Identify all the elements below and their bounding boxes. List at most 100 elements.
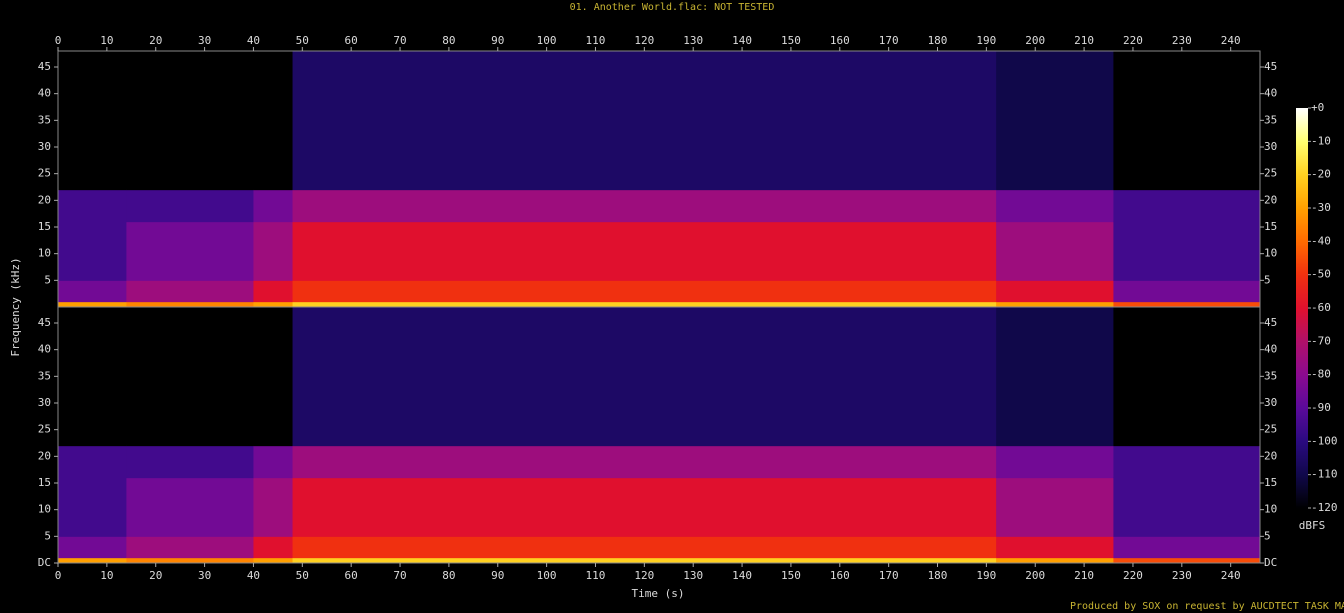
colorbar-slice (1296, 256, 1308, 259)
colorbar-slice (1296, 132, 1308, 135)
spectrogram-cell (1113, 301, 1261, 308)
colorbar-slice (1296, 164, 1308, 167)
y-tick-label: 45 (1264, 60, 1277, 73)
colorbar-slice (1296, 194, 1308, 197)
colorbar-slice (1296, 202, 1308, 205)
colorbar-slice (1296, 430, 1308, 433)
colorbar-slice (1296, 112, 1308, 115)
spectrogram-cell (1113, 557, 1261, 564)
colorbar-slice (1296, 364, 1308, 367)
colorbar-slice (1296, 174, 1308, 177)
spectrogram-cell (253, 280, 294, 303)
y-tick-label: 25 (1264, 423, 1277, 436)
y-tick-label: 15 (1264, 476, 1277, 489)
colorbar-slice (1296, 370, 1308, 373)
colorbar-slice (1296, 148, 1308, 151)
colorbar-slice (1296, 406, 1308, 409)
colorbar-slice (1296, 388, 1308, 391)
colorbar-slice (1296, 116, 1308, 119)
colorbar-tick-label: -10 (1311, 134, 1331, 147)
colorbar-slice (1296, 502, 1308, 505)
spectrogram-cell (126, 445, 254, 479)
colorbar-slice (1296, 206, 1308, 209)
y-tick-label: 10 (38, 247, 51, 260)
colorbar-slice (1296, 426, 1308, 429)
colorbar-slice (1296, 386, 1308, 389)
colorbar-slice (1296, 494, 1308, 497)
colorbar-slice (1296, 340, 1308, 343)
colorbar-slice (1296, 440, 1308, 443)
colorbar-slice (1296, 300, 1308, 303)
spectrogram-cell (253, 477, 294, 537)
x-tick-label: 30 (198, 569, 211, 582)
spectrogram-cell (292, 189, 997, 223)
x-tick-label: 220 (1123, 34, 1143, 47)
colorbar-slice (1296, 478, 1308, 481)
chart-title: 01. Another World.flac: NOT TESTED (570, 2, 775, 13)
colorbar-slice (1296, 414, 1308, 417)
x-axis-label: Time (s) (632, 587, 685, 600)
colorbar-tick-label: -80 (1311, 368, 1331, 381)
x-tick-label: 140 (732, 34, 752, 47)
colorbar-slice (1296, 356, 1308, 359)
x-tick-label: 140 (732, 569, 752, 582)
y-tick-label: 45 (1264, 316, 1277, 329)
colorbar-slice (1296, 242, 1308, 245)
x-tick-label: 0 (55, 34, 62, 47)
colorbar-slice (1296, 208, 1308, 211)
x-tick-label: 190 (976, 34, 996, 47)
colorbar-slice (1296, 424, 1308, 427)
colorbar-slice (1296, 352, 1308, 355)
colorbar-slice (1296, 346, 1308, 349)
colorbar-slice (1296, 138, 1308, 141)
colorbar-slice (1296, 486, 1308, 489)
colorbar-slice (1296, 482, 1308, 485)
colorbar-slice (1296, 172, 1308, 175)
colorbar-slice (1296, 240, 1308, 243)
y-tick-label: 20 (1264, 449, 1277, 462)
colorbar-slice (1296, 396, 1308, 399)
x-tick-label: 210 (1074, 34, 1094, 47)
x-tick-label: 150 (781, 569, 801, 582)
y-tick-label: 10 (1264, 503, 1277, 516)
colorbar-slice (1296, 464, 1308, 467)
colorbar-slice (1296, 476, 1308, 479)
x-tick-label: 0 (55, 569, 62, 582)
y-tick-label: 30 (38, 396, 51, 409)
colorbar-slice (1296, 322, 1308, 325)
x-tick-label: 50 (296, 569, 309, 582)
colorbar-slice (1296, 320, 1308, 323)
colorbar-label: dBFS (1299, 519, 1326, 532)
colorbar-slice (1296, 110, 1308, 113)
colorbar-slice (1296, 498, 1308, 501)
colorbar-slice (1296, 246, 1308, 249)
colorbar-slice (1296, 114, 1308, 117)
spectrogram-cell (996, 301, 1114, 308)
colorbar-slice (1296, 384, 1308, 387)
x-tick-label: 60 (345, 569, 358, 582)
colorbar-slice (1296, 282, 1308, 285)
colorbar-slice (1296, 492, 1308, 495)
y-tick-label: 5 (1264, 529, 1271, 542)
colorbar-slice (1296, 378, 1308, 381)
colorbar-slice (1296, 416, 1308, 419)
colorbar-slice (1296, 260, 1308, 263)
spectrogram-cell (126, 280, 254, 303)
colorbar-slice (1296, 452, 1308, 455)
spectrogram-cell (253, 51, 294, 191)
colorbar-slice (1296, 324, 1308, 327)
y-tick-label: 15 (1264, 220, 1277, 233)
colorbar-slice (1296, 326, 1308, 329)
y-tick-label: 35 (1264, 369, 1277, 382)
colorbar-slice (1296, 268, 1308, 271)
spectrogram-cell (996, 51, 1114, 191)
y-tick-label: 5 (44, 529, 51, 542)
spectrogram-cell (292, 557, 997, 564)
x-tick-label: 20 (149, 569, 162, 582)
colorbar-slice (1296, 362, 1308, 365)
colorbar-slice (1296, 182, 1308, 185)
colorbar-slice (1296, 410, 1308, 413)
colorbar-slice (1296, 442, 1308, 445)
colorbar-slice (1296, 180, 1308, 183)
